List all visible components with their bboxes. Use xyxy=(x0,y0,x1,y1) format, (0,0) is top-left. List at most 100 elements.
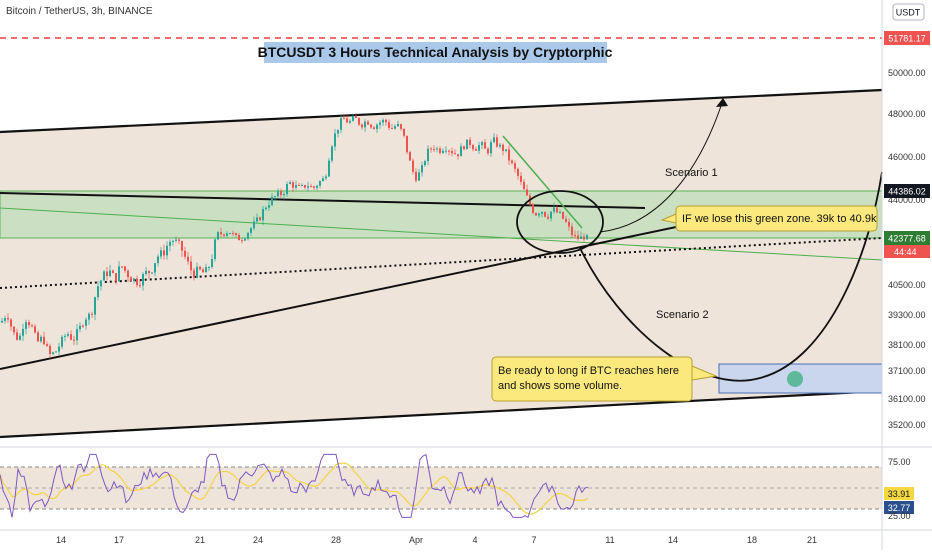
candle-body xyxy=(112,270,114,274)
candle-body xyxy=(214,239,216,260)
candle-body xyxy=(583,236,585,240)
candle-body xyxy=(166,245,168,256)
candle-body xyxy=(571,226,573,236)
candle-body xyxy=(424,161,426,166)
candle-body xyxy=(67,334,69,336)
candle-body xyxy=(445,150,447,152)
candle-body xyxy=(220,232,222,235)
candle-body xyxy=(127,270,129,278)
candle-body xyxy=(433,149,435,151)
currency-button[interactable]: USDT xyxy=(896,8,921,18)
candle-body xyxy=(100,280,102,287)
price-axis-label: 46000.00 xyxy=(888,152,926,162)
candle-body xyxy=(256,217,258,222)
rsi-axis-25: 25.00 xyxy=(888,511,911,521)
candle-body xyxy=(439,148,441,153)
candle-body xyxy=(511,160,513,164)
candle-body xyxy=(79,325,81,330)
candle-body xyxy=(400,124,402,129)
candle-body xyxy=(496,137,498,147)
candle-body xyxy=(355,116,357,119)
candle-body xyxy=(481,142,483,146)
candle-body xyxy=(550,211,552,219)
candle-body xyxy=(337,129,339,134)
currency-button-bg[interactable] xyxy=(892,3,925,21)
candle-body xyxy=(274,196,276,198)
resistance-tag-bg xyxy=(884,31,930,45)
scenario-2-label: Scenario 2 xyxy=(656,309,709,321)
candle-body xyxy=(364,121,366,128)
candle-body xyxy=(253,221,255,229)
candle-body xyxy=(49,345,51,355)
candle-body xyxy=(391,128,393,130)
candle-body xyxy=(271,196,273,206)
candle-body xyxy=(514,163,516,169)
price-axis-label: 40500.00 xyxy=(888,280,926,290)
candle-body xyxy=(373,127,375,130)
countdown-tag-bg xyxy=(884,245,930,258)
candle-body xyxy=(94,297,96,315)
candle-body xyxy=(40,336,42,342)
candle-body xyxy=(289,182,291,184)
price-axis-label: 44000.00 xyxy=(888,195,926,205)
candle-body xyxy=(121,266,123,268)
candle-body xyxy=(574,235,576,237)
candle-body xyxy=(553,207,555,212)
candle-body xyxy=(190,261,192,271)
candle-body xyxy=(538,213,540,216)
candle-body xyxy=(181,240,183,251)
candle-body xyxy=(130,277,132,282)
candle-body xyxy=(328,160,330,177)
candle-body xyxy=(160,250,162,257)
candle-body xyxy=(52,352,54,355)
candle-body xyxy=(409,152,411,161)
candle-body xyxy=(547,216,549,219)
candle-body xyxy=(235,233,237,235)
candle-body xyxy=(541,211,543,214)
candle-body xyxy=(499,144,501,147)
x-axis-label: 17 xyxy=(114,535,124,545)
candle-body xyxy=(196,266,198,278)
candle-body xyxy=(376,124,378,130)
candle-body xyxy=(145,270,147,275)
candle-body xyxy=(577,235,579,240)
candle-body xyxy=(13,326,15,333)
candle-body xyxy=(490,142,492,154)
candle-body xyxy=(136,278,138,286)
candle-body xyxy=(229,233,231,235)
scenario-ellipse xyxy=(516,190,604,254)
candle-body xyxy=(304,185,306,188)
target-zone-dot xyxy=(787,371,803,387)
candle-body xyxy=(460,146,462,157)
candle-body xyxy=(502,144,504,152)
candle-body xyxy=(232,233,234,235)
horizontal-trend-line xyxy=(0,192,646,209)
price-axis-label: 37100.00 xyxy=(888,366,926,376)
dotted-trend-line xyxy=(0,237,883,289)
price-axis-label: 50000.00 xyxy=(888,68,926,78)
candle-body xyxy=(313,186,315,188)
green-zone-top-tag: 44386.02 xyxy=(888,187,926,197)
symbol-info: Bitcoin / TetherUS, 3h, BINANCE xyxy=(6,6,153,17)
candle-body xyxy=(31,325,33,327)
candle-body xyxy=(73,339,75,341)
candle-body xyxy=(421,165,423,173)
candle-body xyxy=(448,150,450,152)
candle-body xyxy=(565,218,567,222)
candle-body xyxy=(292,182,294,188)
candle-body xyxy=(247,232,249,239)
candle-body xyxy=(451,151,453,154)
candle-body xyxy=(307,186,309,188)
candle-body xyxy=(412,160,414,172)
candle-body xyxy=(28,322,30,326)
candle-body xyxy=(523,181,525,190)
candle-body xyxy=(22,328,24,336)
candle-body xyxy=(319,181,321,186)
x-axis-label: 21 xyxy=(195,535,205,545)
candle-body xyxy=(277,191,279,197)
candle-body xyxy=(85,319,87,326)
price-axis-label: 35200.00 xyxy=(888,420,926,430)
price-axis-label: 38100.00 xyxy=(888,340,926,350)
candle-body xyxy=(331,146,333,161)
